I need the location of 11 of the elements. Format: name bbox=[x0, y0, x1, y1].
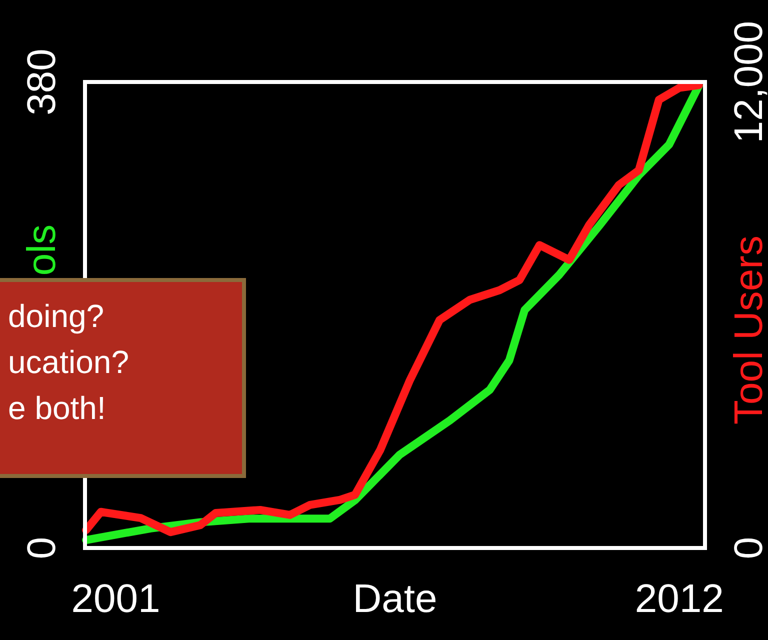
x-axis-title: Date bbox=[352, 577, 438, 621]
annotation: e both! bbox=[8, 390, 106, 426]
annotation: doing? bbox=[8, 298, 104, 334]
y2-tick-label: 12,000 bbox=[727, 20, 768, 144]
y-tick-label: 380 bbox=[20, 48, 64, 116]
x-tick-label: 2012 bbox=[634, 577, 724, 621]
x-tick-label: 2001 bbox=[71, 577, 160, 621]
y-axis-title: ols bbox=[20, 224, 64, 276]
annotation: ucation? bbox=[8, 344, 129, 380]
y2-tick-label: 0 bbox=[727, 536, 768, 560]
y2-axis-title: Tool Users bbox=[727, 236, 768, 424]
